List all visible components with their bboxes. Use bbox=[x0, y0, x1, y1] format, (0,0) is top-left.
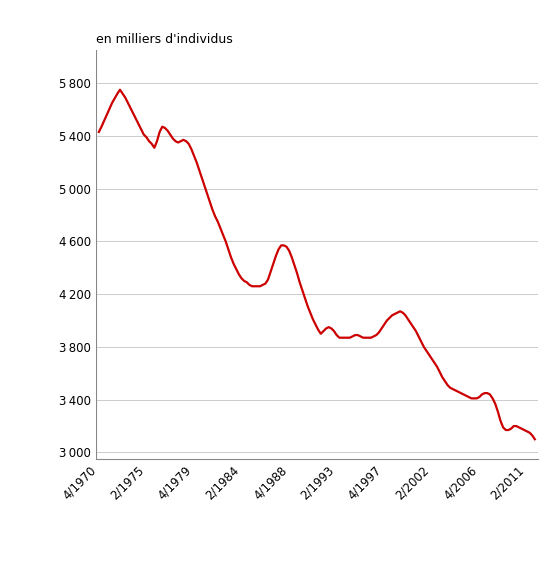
Text: en milliers d'individus: en milliers d'individus bbox=[96, 33, 233, 46]
